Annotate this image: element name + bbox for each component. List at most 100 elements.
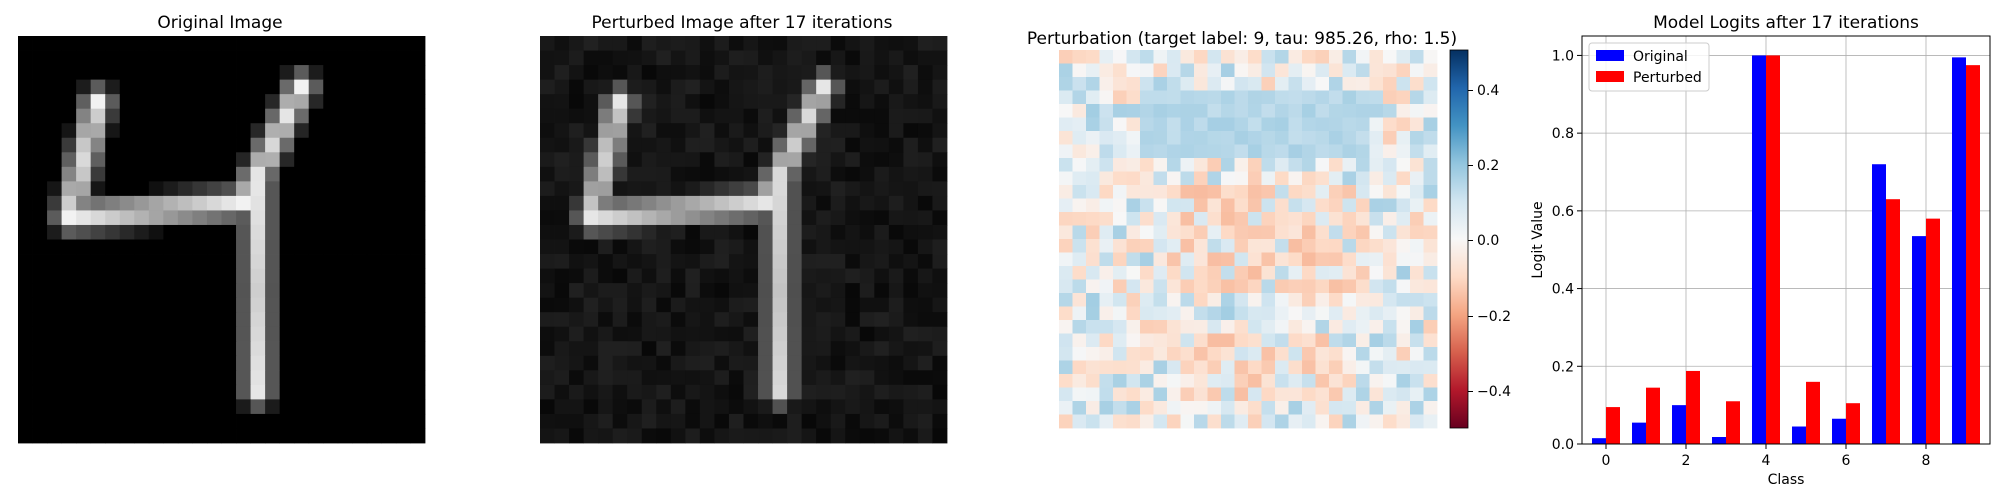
- heatmap-cell: [1288, 77, 1303, 91]
- heatmap-cell: [1410, 144, 1424, 159]
- image-pixel: [903, 239, 919, 255]
- image-pixel: [932, 94, 948, 110]
- image-pixel: [859, 312, 875, 328]
- image-pixel: [250, 50, 266, 66]
- image-pixel: [627, 123, 643, 139]
- image-pixel: [874, 94, 890, 110]
- image-pixel: [845, 210, 861, 226]
- image-pixel: [206, 239, 222, 255]
- image-pixel: [903, 79, 919, 95]
- bar-perturbed-class-7: [1886, 199, 1900, 444]
- image-pixel: [699, 312, 715, 328]
- image-pixel: [105, 384, 121, 400]
- image-pixel: [395, 370, 411, 386]
- heatmap-cell: [1302, 266, 1316, 280]
- heatmap-cell: [1099, 306, 1114, 321]
- heatmap-cell: [1423, 401, 1438, 415]
- heatmap-cell: [1302, 171, 1316, 186]
- image-pixel: [569, 166, 585, 182]
- heatmap-cell: [1180, 158, 1195, 172]
- image-pixel: [656, 181, 672, 197]
- image-pixel: [685, 137, 701, 153]
- heatmap-cell: [1248, 117, 1262, 132]
- image-pixel: [874, 399, 890, 415]
- image-pixel: [90, 370, 106, 386]
- image-pixel: [627, 428, 643, 444]
- heatmap-cell: [1383, 212, 1397, 226]
- bar-original-class-8: [1912, 236, 1926, 444]
- image-pixel: [148, 108, 164, 124]
- heatmap-cell: [1086, 212, 1100, 226]
- image-pixel: [859, 181, 875, 197]
- image-pixel: [787, 341, 803, 357]
- heatmap-cell: [1180, 131, 1195, 145]
- original-image: [18, 36, 426, 444]
- image-pixel: [714, 166, 730, 182]
- image-pixel: [61, 137, 77, 153]
- image-pixel: [656, 239, 672, 255]
- image-pixel: [772, 123, 788, 139]
- heatmap-cell: [1410, 117, 1424, 132]
- heatmap-cell: [1234, 50, 1249, 64]
- heatmap-cell: [1261, 320, 1276, 334]
- heatmap-cell: [1072, 225, 1087, 240]
- image-pixel: [163, 50, 179, 66]
- heatmap-cell: [1342, 279, 1357, 294]
- image-pixel: [47, 384, 63, 400]
- heatmap-cell: [1396, 401, 1411, 415]
- image-pixel: [279, 210, 295, 226]
- image-pixel: [656, 341, 672, 357]
- image-pixel: [265, 341, 281, 357]
- image-pixel: [699, 195, 715, 211]
- image-pixel: [323, 152, 339, 168]
- heatmap-cell: [1126, 293, 1141, 307]
- heatmap-cell: [1383, 360, 1397, 375]
- image-pixel: [903, 137, 919, 153]
- image-pixel: [612, 341, 628, 357]
- image-pixel: [758, 108, 773, 124]
- image-pixel: [308, 283, 324, 299]
- image-pixel: [192, 36, 208, 51]
- image-pixel: [352, 36, 368, 51]
- heatmap-cell: [1086, 266, 1100, 280]
- heatmap-cell: [1369, 144, 1384, 159]
- heatmap-cell: [1167, 50, 1181, 64]
- image-pixel: [859, 384, 875, 400]
- image-pixel: [772, 283, 788, 299]
- heatmap-cell: [1113, 320, 1127, 334]
- image-pixel: [236, 137, 251, 153]
- heatmap-cell: [1072, 374, 1087, 388]
- heatmap-cell: [1234, 414, 1249, 429]
- image-pixel: [583, 210, 599, 226]
- image-pixel: [221, 94, 237, 110]
- image-pixel: [758, 355, 773, 371]
- heatmap-cell: [1288, 63, 1303, 78]
- image-pixel: [381, 50, 397, 66]
- image-pixel: [352, 123, 368, 139]
- heatmap-cell: [1113, 90, 1127, 105]
- image-pixel: [787, 428, 803, 444]
- image-pixel: [206, 50, 222, 66]
- heatmap-cell: [1396, 212, 1411, 226]
- image-pixel: [583, 399, 599, 415]
- image-pixel: [61, 166, 77, 182]
- image-pixel: [105, 166, 121, 182]
- image-pixel: [917, 210, 933, 226]
- heatmap-cell: [1369, 333, 1384, 348]
- image-pixel: [932, 137, 948, 153]
- image-pixel: [830, 413, 846, 429]
- heatmap-cell: [1261, 306, 1276, 321]
- heatmap-cell: [1167, 158, 1181, 172]
- heatmap-cell: [1275, 266, 1289, 280]
- heatmap-cell: [1194, 320, 1208, 334]
- image-pixel: [105, 224, 121, 240]
- image-pixel: [598, 370, 614, 386]
- bar-original-class-1: [1632, 422, 1646, 444]
- image-pixel: [641, 384, 657, 400]
- heatmap-cell: [1369, 252, 1384, 267]
- image-pixel: [148, 166, 164, 182]
- heatmap-cell: [1396, 104, 1411, 118]
- image-pixel: [148, 50, 164, 66]
- image-pixel: [381, 65, 397, 81]
- heatmap-cell: [1126, 320, 1141, 334]
